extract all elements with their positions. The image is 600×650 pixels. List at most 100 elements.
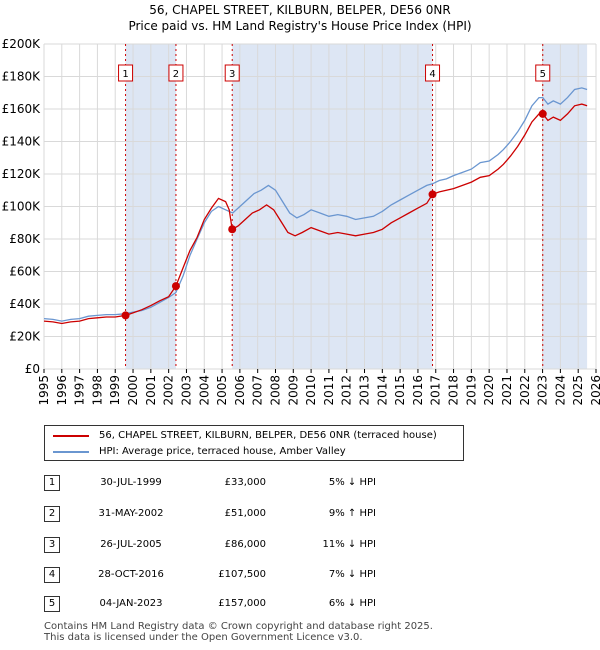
sale-marker-dot <box>171 282 180 291</box>
x-tick-label: 2003 <box>179 375 193 406</box>
sale-label-box <box>535 64 551 82</box>
sale-hpi-diff: 7% ↓ HPI <box>328 569 376 580</box>
x-tick-label: 2006 <box>233 375 247 406</box>
sale-label-number: 2 <box>173 69 179 80</box>
sale-date: 28-OCT-2016 <box>98 569 164 580</box>
x-tick-label: 2020 <box>482 375 496 406</box>
x-tick-label: 1996 <box>55 375 69 406</box>
sale-price: £51,000 <box>224 508 266 519</box>
y-tick-label: £100K <box>2 200 42 214</box>
sale-markers <box>121 109 547 320</box>
sale-label-box <box>118 64 134 82</box>
x-tick-label: 1998 <box>90 375 104 406</box>
y-axis-ticks: £0 £20K £40K £60K £80K £100K £120K £140K £160K £1… <box>2 37 42 376</box>
legend: 56, CHAPEL STREET, KILBURN, BELPER, DE56… <box>44 425 464 461</box>
x-tick-label: 2000 <box>126 375 140 406</box>
x-tick-label: 2001 <box>144 375 158 406</box>
x-tick-label: 2016 <box>411 375 425 406</box>
y-tick-label: £180K <box>2 70 42 84</box>
footer-licence: This data is licensed under the Open Gov… <box>44 632 363 643</box>
x-tick-label: 2008 <box>268 375 282 406</box>
x-tick-label: 2015 <box>393 375 407 406</box>
sale-price: £86,000 <box>224 539 266 550</box>
x-tick-label: 2012 <box>340 375 354 406</box>
y-tick-label: £80K <box>9 232 41 246</box>
x-tick-label: 2005 <box>215 375 229 406</box>
legend-swatch-property <box>53 435 89 437</box>
y-tick-label: £0 <box>25 362 40 376</box>
sale-hpi-diff: 11% ↓ HPI <box>322 539 376 550</box>
x-tick-label: 2009 <box>286 375 300 406</box>
sale-date: 30-JUL-1999 <box>100 477 162 488</box>
x-tick-label: 2022 <box>518 375 532 406</box>
sale-label-box <box>425 64 441 82</box>
footer-copyright: Contains HM Land Registry data © Crown c… <box>44 621 433 632</box>
y-tick-label: £140K <box>2 135 42 149</box>
sale-row: 4 28-OCT-2016 £107,500 7% ↓ HPI <box>44 567 464 585</box>
series-lines <box>43 87 588 325</box>
sale-number: 1 <box>44 475 60 491</box>
sale-price: £157,000 <box>218 598 266 609</box>
x-axis-ticks: 1995 1996 1997 1998 1999 2000 2001 2002 2003 2004… <box>37 369 600 406</box>
sale-date: 31-MAY-2002 <box>98 508 164 519</box>
x-tick-label: 2002 <box>162 375 176 406</box>
sale-label-box <box>168 64 184 82</box>
chart-title-line-1: 56, CHAPEL STREET, KILBURN, BELPER, DE56… <box>149 3 451 17</box>
sale-number: 3 <box>44 537 60 553</box>
x-tick-label: 1995 <box>37 375 51 406</box>
y-tick-label: £120K <box>2 167 42 181</box>
y-tick-label: £200K <box>2 37 42 51</box>
sale-marker-dot <box>538 109 547 118</box>
sale-price: £107,500 <box>218 569 266 580</box>
x-tick-label: 2026 <box>589 375 600 406</box>
sale-label-boxes: 1 2 3 4 5 <box>118 64 551 82</box>
x-tick-label: 2021 <box>500 375 514 406</box>
sale-date: 26-JUL-2005 <box>100 539 162 550</box>
y-tick-label: £60K <box>9 265 41 279</box>
x-tick-label: 2023 <box>536 375 550 406</box>
sale-number: 2 <box>44 506 60 522</box>
x-tick-label: 2024 <box>553 375 567 406</box>
y-tick-label: £40K <box>9 297 41 311</box>
sale-hpi-diff: 6% ↓ HPI <box>328 598 376 609</box>
x-tick-label: 1999 <box>108 375 122 406</box>
x-tick-label: 2025 <box>571 375 585 406</box>
sale-hpi-diff: 9% ↑ HPI <box>328 508 376 519</box>
sale-label-number: 1 <box>122 69 128 80</box>
sale-row: 5 04-JAN-2023 £157,000 6% ↓ HPI <box>44 596 464 614</box>
x-tick-label: 2017 <box>429 375 443 406</box>
sale-marker-dot <box>228 225 237 234</box>
x-tick-label: 2014 <box>375 375 389 406</box>
sale-date: 04-JAN-2023 <box>99 598 163 609</box>
grid-lines <box>43 43 597 370</box>
legend-label-property: 56, CHAPEL STREET, KILBURN, BELPER, DE56… <box>99 430 437 441</box>
sale-row: 1 30-JUL-1999 £33,000 5% ↓ HPI <box>44 475 464 493</box>
sale-label-number: 5 <box>540 69 546 80</box>
sale-price: £33,000 <box>224 477 266 488</box>
legend-swatch-hpi <box>53 451 89 453</box>
sale-number: 4 <box>44 567 60 583</box>
y-tick-label: £160K <box>2 102 42 116</box>
sale-row: 2 31-MAY-2002 £51,000 9% ↑ HPI <box>44 506 464 524</box>
x-tick-label: 2018 <box>447 375 461 406</box>
sale-row: 3 26-JUL-2005 £86,000 11% ↓ HPI <box>44 537 464 555</box>
sale-label-number: 3 <box>229 69 235 80</box>
sale-marker-dot <box>121 311 130 320</box>
sale-number: 5 <box>44 596 60 612</box>
sale-label-box <box>224 64 240 82</box>
property-price-line <box>43 103 588 325</box>
sale-marker-dot <box>428 190 437 199</box>
legend-label-hpi: HPI: Average price, terraced house, Ambe… <box>99 446 346 457</box>
x-tick-label: 1997 <box>73 375 87 406</box>
chart-title-line-2: Price paid vs. HM Land Registry's House … <box>128 19 472 33</box>
x-tick-label: 2013 <box>358 375 372 406</box>
x-tick-label: 2011 <box>322 375 336 406</box>
x-tick-label: 2004 <box>197 375 211 406</box>
sale-label-number: 4 <box>429 69 435 80</box>
x-tick-label: 2007 <box>251 375 265 406</box>
x-tick-label: 2010 <box>304 375 318 406</box>
sale-hpi-diff: 5% ↓ HPI <box>328 477 376 488</box>
x-tick-label: 2019 <box>464 375 478 406</box>
hpi-line <box>43 87 588 322</box>
